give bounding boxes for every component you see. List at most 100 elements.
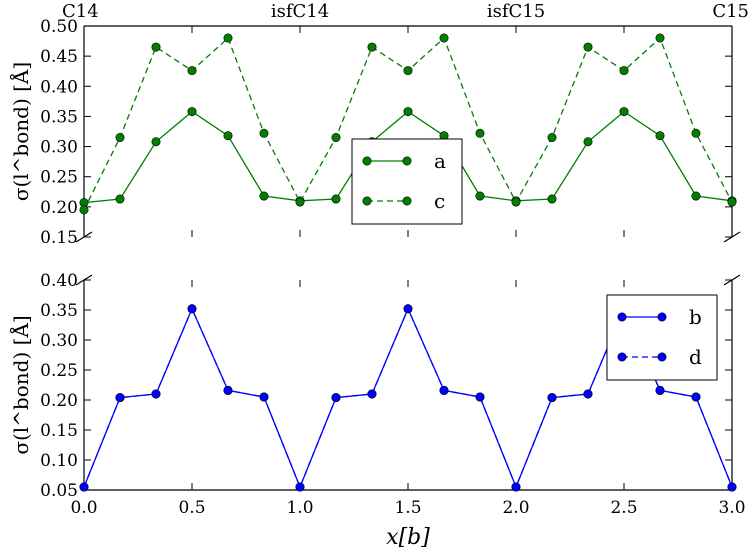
series-c: [79, 33, 737, 215]
y-tick-label: 0.20: [40, 198, 78, 218]
data-point-c: [331, 133, 341, 143]
data-point-a: [331, 194, 341, 204]
data-point-a: [223, 131, 233, 141]
x-tick-label: 0.5: [178, 498, 205, 518]
data-point-d: [511, 482, 521, 492]
data-point-a: [151, 137, 161, 147]
x-tick-label: 1.5: [394, 498, 421, 518]
data-point-a: [475, 191, 485, 201]
y-tick-label: 0.10: [40, 451, 78, 471]
top-panel: 0.15 0.20 0.25 0.30 0.35 0.40 0.45 0.50 σ(l^bond…: [8, 1, 749, 248]
y-tick-label: 0.25: [40, 168, 78, 188]
data-point-d: [727, 482, 737, 492]
y-tick-label: 0.40: [40, 77, 78, 97]
y-tick-label: 0.25: [40, 361, 78, 381]
legend-marker-b: [617, 312, 627, 322]
x-tick-label: 2.5: [610, 498, 637, 518]
data-point-d: [331, 393, 341, 403]
data-point-d: [655, 385, 665, 395]
data-point-d: [295, 482, 305, 492]
y-tick-label: 0.20: [40, 391, 78, 411]
x-tick-label: 3.0: [718, 498, 745, 518]
y-axis-label: σ(l^bond) [Å]: [8, 62, 33, 201]
axis-break-mark: [75, 231, 93, 243]
data-point-c: [151, 42, 161, 52]
data-point-a: [187, 107, 197, 117]
y-axis-label: σ(l^bond) [Å]: [8, 315, 33, 454]
data-point-d: [583, 389, 593, 399]
data-point-c: [547, 133, 557, 143]
data-point-c: [259, 128, 269, 138]
data-point-a: [259, 191, 269, 201]
data-point-c: [583, 42, 593, 52]
data-point-c: [727, 197, 737, 207]
data-point-a: [547, 194, 557, 204]
y-tick-label: 0.15: [40, 228, 78, 248]
structure-label: isfC14: [271, 1, 329, 22]
data-point-c: [403, 66, 413, 76]
legend-box: [351, 138, 463, 225]
data-point-a: [691, 191, 701, 201]
structure-label: C14: [62, 1, 99, 22]
data-point-d: [367, 389, 377, 399]
data-point-a: [655, 131, 665, 141]
legend-label-a: a: [434, 149, 446, 173]
legend-marker-b: [657, 312, 667, 322]
data-point-d: [151, 389, 161, 399]
legend-marker-c: [362, 196, 372, 206]
data-point-c: [439, 33, 449, 43]
data-point-c: [79, 205, 89, 215]
data-point-c: [295, 197, 305, 207]
data-point-c: [187, 66, 197, 76]
data-point-a: [583, 137, 593, 147]
axis-break-mark: [75, 274, 93, 286]
data-point-a: [115, 194, 125, 204]
data-point-c: [691, 128, 701, 138]
x-axis-label: x[b]: [386, 525, 430, 550]
legend-marker-c: [402, 196, 412, 206]
structure-label: C15: [712, 1, 749, 22]
y-tick-label: 0.30: [40, 331, 78, 351]
data-point-c: [619, 66, 629, 76]
legend-label-b: b: [689, 305, 702, 329]
data-point-d: [691, 392, 701, 402]
data-point-c: [367, 42, 377, 52]
data-point-d: [115, 393, 125, 403]
data-point-d: [259, 392, 269, 402]
x-tick-label: 1.0: [286, 498, 313, 518]
data-point-d: [223, 385, 233, 395]
legend-marker-a: [402, 156, 412, 166]
legend: bd: [606, 294, 718, 381]
legend-label-d: d: [689, 345, 702, 369]
legend-marker-d: [617, 352, 627, 362]
y-tick-label: 0.15: [40, 421, 78, 441]
y-tick-label: 0.45: [40, 47, 78, 67]
legend-label-c: c: [434, 189, 445, 213]
bottom-panel: 0.05 0.10 0.15 0.20 0.25 0.30 0.35 0.40 σ(l^bond…: [8, 271, 746, 550]
legend: ac: [351, 138, 463, 225]
x-tick-label: 0.0: [70, 498, 97, 518]
axis-break-mark: [723, 231, 741, 243]
y-tick-label: 0.40: [40, 271, 78, 291]
structure-label: isfC15: [487, 1, 545, 22]
legend-marker-a: [362, 156, 372, 166]
data-point-c: [511, 197, 521, 207]
data-point-d: [403, 304, 413, 314]
data-point-a: [403, 107, 413, 117]
legend-marker-d: [657, 352, 667, 362]
y-tick-label: 0.35: [40, 301, 78, 321]
data-point-c: [475, 128, 485, 138]
data-point-d: [439, 385, 449, 395]
data-point-d: [79, 482, 89, 492]
y-tick-label: 0.30: [40, 138, 78, 158]
legend-box: [606, 294, 718, 381]
data-point-d: [187, 304, 197, 314]
axis-break-mark: [723, 274, 741, 286]
data-point-d: [475, 392, 485, 402]
x-tick-label: 2.0: [502, 498, 529, 518]
y-tick-label: 0.50: [40, 17, 78, 37]
data-point-a: [619, 107, 629, 117]
y-tick-label: 0.05: [40, 481, 78, 501]
data-point-c: [115, 133, 125, 143]
